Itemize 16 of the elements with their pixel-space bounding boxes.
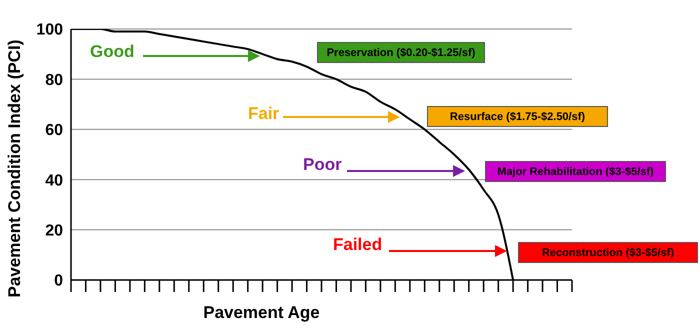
y-tick-label: 60: [45, 122, 64, 140]
annotation: Failed: [333, 235, 382, 255]
x-axis-title: Pavement Age: [203, 303, 320, 322]
annotation: Poor: [303, 155, 342, 175]
y-tick-label: 40: [45, 172, 64, 190]
y-axis-title: Pavement Condition Index (PCI): [5, 40, 24, 298]
label-box: Resurface ($1.75-$2.50/sf): [427, 106, 608, 127]
annotation: Good: [90, 42, 134, 62]
y-tick-label: 20: [45, 222, 64, 240]
y-tick-label: 100: [36, 22, 64, 39]
y-tick-label: 0: [54, 272, 64, 290]
annotation: Fair: [248, 104, 280, 124]
label-box: Major Rehabilitation ($3-$5/sf): [485, 161, 666, 182]
y-tick-label: 80: [45, 72, 64, 89]
label-box: Reconstruction ($3-$5/sf): [518, 242, 698, 263]
label-box: Preservation ($0.20-$1.25/sf): [317, 42, 485, 63]
